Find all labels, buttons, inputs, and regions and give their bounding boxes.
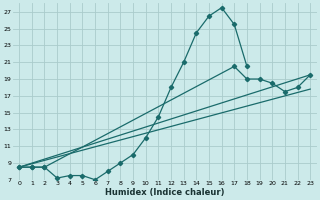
X-axis label: Humidex (Indice chaleur): Humidex (Indice chaleur) bbox=[105, 188, 224, 197]
